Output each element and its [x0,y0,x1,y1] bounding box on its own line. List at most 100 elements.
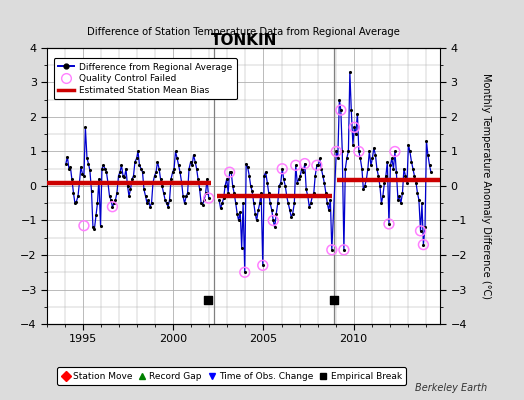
Point [334,155,342,162]
Point [323,200,332,206]
Point [374,172,383,179]
Point [303,193,312,200]
Point [86,167,94,174]
Point [152,169,160,175]
Point [260,172,268,179]
Point [223,176,231,182]
Point [225,169,234,175]
Point [123,183,132,189]
Point [391,148,399,155]
Point [89,224,97,230]
Point [401,172,410,179]
Point [398,190,407,196]
Point [253,217,261,224]
Point [320,179,329,186]
Point [406,148,414,155]
Point [119,172,127,179]
Point [279,176,288,182]
Point [258,262,267,268]
Point [266,200,275,206]
Point [299,169,308,175]
Point [313,162,321,168]
Point [379,193,387,200]
Point [83,155,91,162]
Point [241,269,249,276]
Point [281,183,289,189]
Point [154,159,162,165]
Point [77,164,85,170]
Point [78,171,86,177]
Point [128,176,136,182]
Point [239,200,247,206]
Point [66,164,74,170]
Point [122,166,130,172]
Point [88,188,96,194]
Point [249,200,258,206]
Point [254,207,263,213]
Point [413,190,422,196]
Point [324,207,333,213]
Point [158,183,166,189]
Point [385,221,393,227]
Point [311,172,320,179]
Point [313,162,321,168]
Point [225,169,234,175]
Point [269,217,277,224]
Point [233,210,242,217]
Point [170,166,178,172]
Point [96,222,105,229]
Point [373,166,381,172]
Point [365,148,374,155]
Point [195,186,204,193]
Point [108,204,117,210]
Point [201,190,210,196]
Point [355,148,363,155]
Point [194,176,202,182]
Point [65,166,73,172]
Point [203,176,211,182]
Point [204,195,213,201]
Point [189,152,198,158]
Point [95,176,103,182]
Point [256,200,264,206]
Point [397,200,405,206]
Point [176,169,184,175]
Point [220,195,228,201]
Point [301,160,309,167]
Point [362,176,370,182]
Point [377,200,386,206]
Point [404,141,412,148]
Point [147,200,156,206]
Point [269,217,277,224]
Point [400,166,408,172]
Point [376,183,384,189]
Point [116,169,124,175]
Point [421,224,429,230]
Point [101,166,109,172]
Point [392,169,400,175]
Point [341,166,350,172]
Point [335,96,344,103]
Point [419,242,428,248]
Point [80,222,88,229]
Point [168,169,177,175]
Point [133,155,141,162]
Point [117,162,126,168]
Point [218,200,226,206]
Point [131,159,139,165]
Point [192,166,201,172]
Point [275,183,283,189]
Point [403,179,411,186]
Point [284,200,292,206]
Point [71,200,79,206]
Point [146,204,154,210]
Point [326,196,334,203]
Point [173,155,181,162]
Point [114,172,123,179]
Point [99,162,107,168]
Point [261,169,270,175]
Point [180,200,189,206]
Point [143,200,151,206]
Point [199,202,207,208]
Point [336,107,345,113]
